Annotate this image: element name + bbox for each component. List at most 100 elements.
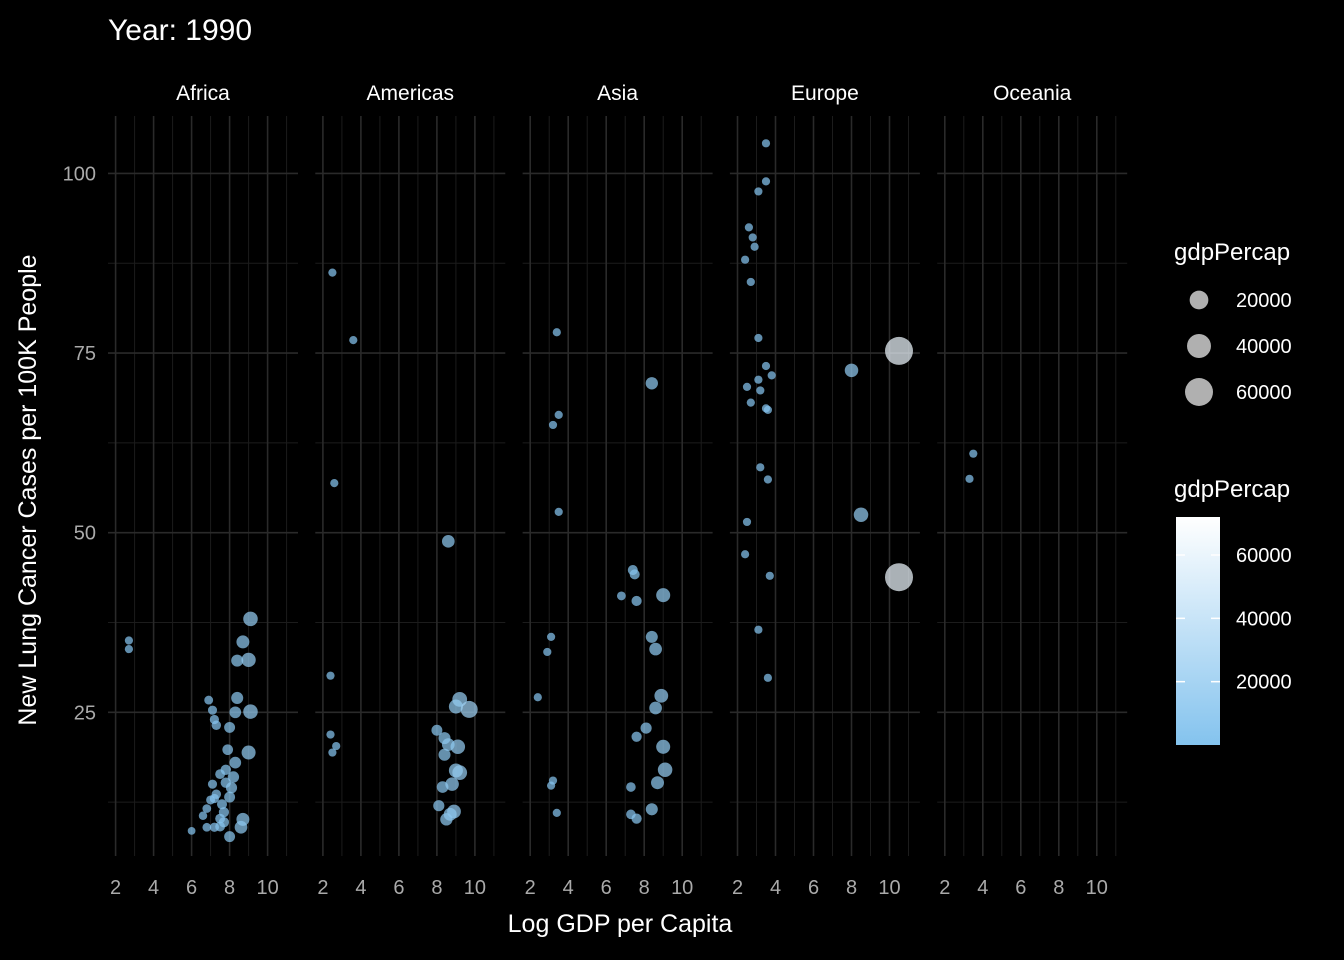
data-point [754,333,763,343]
data-point [645,377,658,390]
data-point [626,782,636,792]
data-point [231,654,244,667]
data-point [452,765,468,781]
data-point [332,741,341,751]
size-legend-label: 40000 [1236,336,1292,358]
data-point [234,820,248,834]
data-point [241,745,256,760]
data-point [750,242,759,251]
data-point [969,449,978,458]
x-tick-label: 4 [770,877,781,899]
data-point [124,644,133,654]
x-tick-label: 10 [464,877,486,899]
x-tick-label: 6 [601,877,612,899]
data-point [616,591,626,601]
data-point [211,720,222,730]
colorbar-label: 60000 [1236,545,1292,567]
data-point [202,804,212,813]
data-point [204,695,214,705]
data-point [742,517,752,527]
data-point [754,625,763,634]
x-tick-label: 10 [878,877,900,899]
data-point [853,507,869,522]
x-tick-label: 8 [846,877,857,899]
data-point [215,769,226,780]
data-point [763,673,773,682]
data-point [207,705,218,715]
facet-panel-europe: 2 4 6 8 10 Europe [729,82,920,899]
data-point [441,738,455,751]
x-tick-label: 4 [355,877,366,899]
x-tick-label: 6 [186,877,197,899]
x-tick-label: 10 [256,877,278,899]
data-point [543,647,552,657]
data-point [207,779,218,789]
data-point [224,721,236,733]
data-point [965,474,974,483]
x-tick-label: 8 [1053,877,1064,899]
color-legend-title: gdpPercap [1174,476,1290,503]
data-point [533,693,542,702]
data-point [330,479,339,488]
facet-strip-label: Africa [176,82,230,105]
data-point [441,534,455,548]
x-tick-label: 8 [224,877,235,899]
data-point [224,791,236,803]
data-point [552,808,561,817]
data-point [763,405,773,414]
data-point [216,799,228,810]
x-tick-label: 2 [317,877,328,899]
size-legend-label: 60000 [1236,382,1292,404]
data-point [657,762,673,778]
data-point [631,595,642,607]
data-point [754,375,763,384]
y-tick-label: 75 [74,343,96,365]
data-point [209,793,220,804]
data-point [236,635,250,649]
data-point [229,756,242,769]
x-tick-label: 4 [148,877,159,899]
data-point [187,826,196,835]
data-point [631,731,642,742]
data-point [326,730,335,739]
data-point [761,139,771,148]
data-point [227,771,240,783]
data-point [651,776,664,790]
data-point [649,701,662,715]
data-point [761,361,771,371]
color-legend: gdpPercap 20000 40000 60000 [1174,476,1292,745]
y-tick-label: 25 [74,702,96,724]
data-point [547,632,556,641]
y-tick-label: 50 [74,523,96,545]
data-point [243,704,258,719]
data-point [742,382,752,391]
size-legend-point [1187,334,1211,358]
x-tick-label: 2 [732,877,743,899]
facet-strip-label: Oceania [993,82,1072,105]
data-point [885,336,913,365]
x-tick-label: 10 [1086,877,1108,899]
x-tick-label: 6 [1015,877,1026,899]
chart-title: Year: 1990 [108,14,252,47]
x-tick-label: 4 [563,877,574,899]
data-point [547,781,556,790]
y-axis-title: New Lung Cancer Cases per 100K People [14,254,42,725]
data-point [656,588,671,603]
data-point [765,571,774,580]
x-tick-label: 4 [977,877,988,899]
data-point [744,223,754,232]
data-point [763,475,773,484]
data-point [746,398,755,407]
colorbar-label: 20000 [1236,672,1292,694]
x-tick-label: 8 [431,877,442,899]
data-point [645,630,658,643]
facet-panel-asia: 2 4 6 8 10 Asia [522,82,713,899]
data-point [649,642,662,656]
data-point [761,177,771,186]
data-point [433,800,445,812]
x-axis-title: Log GDP per Capita [508,910,733,938]
data-point [328,268,337,277]
x-tick-label: 2 [525,877,536,899]
data-point [448,699,463,714]
